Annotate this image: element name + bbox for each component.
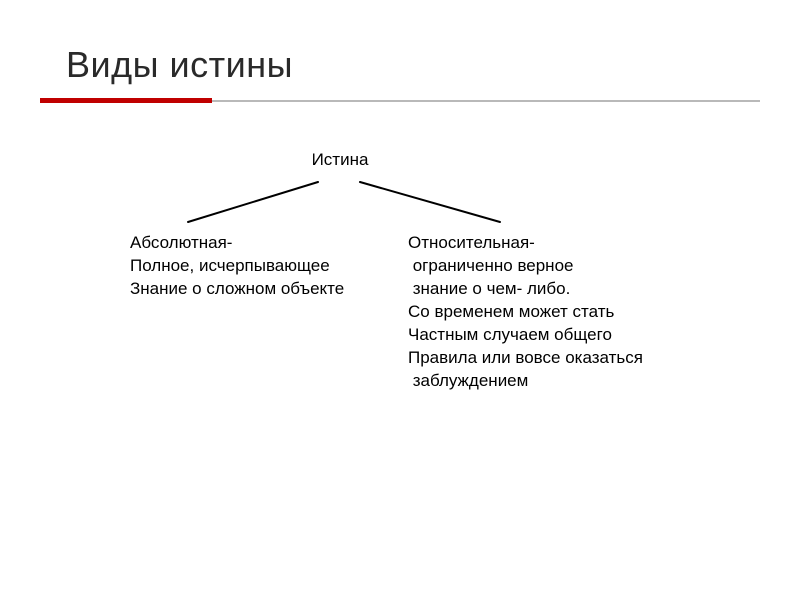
title-rule-gray bbox=[212, 100, 760, 102]
tree-connectors bbox=[0, 0, 800, 600]
tree-root-label: Истина bbox=[300, 150, 380, 170]
right-block: Относительная- ограниченно верное знание… bbox=[408, 232, 643, 393]
edge-left bbox=[188, 182, 318, 222]
slide: Виды истины Истина Абсолютная- Полное, и… bbox=[0, 0, 800, 600]
edge-right bbox=[360, 182, 500, 222]
slide-title: Виды истины bbox=[66, 44, 293, 86]
left-block: Абсолютная- Полное, исчерпывающее Знание… bbox=[130, 232, 344, 301]
title-rule-red bbox=[40, 98, 212, 103]
